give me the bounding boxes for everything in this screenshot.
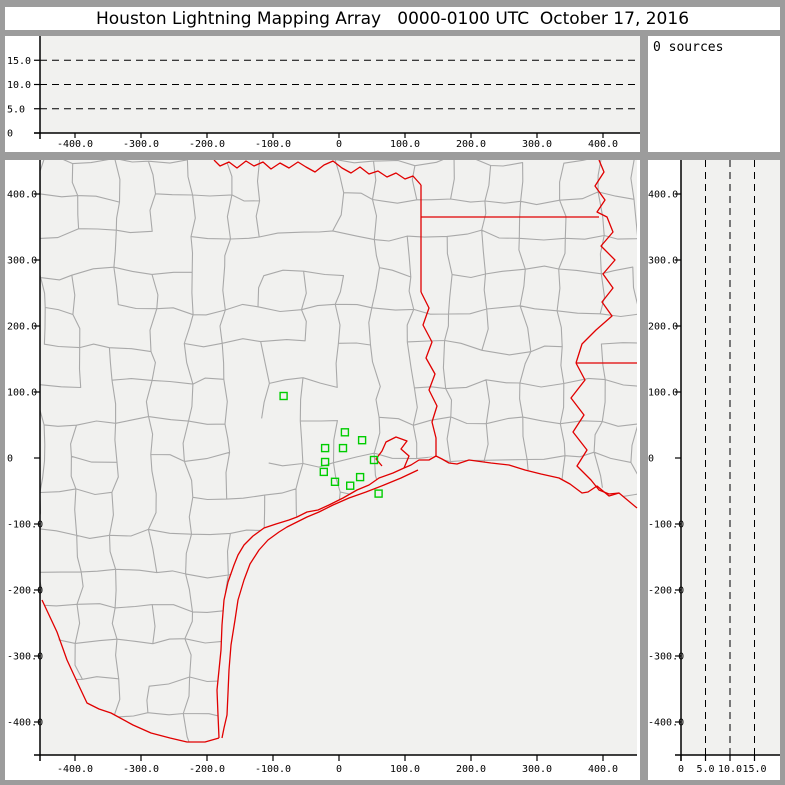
tick-label: 300.0	[522, 139, 552, 150]
station-marker	[338, 443, 348, 453]
tick-label: -300.0	[123, 764, 159, 775]
tick-label: -400.0	[7, 718, 43, 729]
tick-label: -400.0	[648, 718, 684, 729]
tick-label: 0	[7, 129, 13, 140]
tick-label: 400.0	[7, 190, 37, 201]
tick-label: -100.0	[255, 764, 291, 775]
altitude-ew-plot: 15.0 10.0 5.0 0 -400.0 -300.0 -200.0 -100.0 0 100…	[7, 36, 640, 150]
tick-label: 5.0	[7, 104, 25, 115]
tick-label: 100.0	[648, 388, 678, 399]
axis-ticks-and-labels: 400.0 300.0 200.0 100.0 0 -100.0 -200.0 -300.0 -…	[648, 190, 767, 776]
tick-label: -300.0	[648, 652, 684, 663]
state-borders-and-coastline	[41, 160, 638, 743]
tick-label: 100.0	[7, 388, 37, 399]
altitude-ns-panel: 400.0 300.0 200.0 100.0 0 -100.0 -200.0 -300.0 -…	[648, 160, 780, 780]
tick-label: 400.0	[648, 190, 678, 201]
tick-label: -200.0	[189, 139, 225, 150]
axes	[34, 36, 640, 139]
station-marker	[374, 489, 383, 498]
tick-label: 200.0	[456, 764, 486, 775]
tick-label: 400.0	[588, 139, 618, 150]
tick-label: -300.0	[123, 139, 159, 150]
altitude-reference-lines	[705, 160, 755, 755]
axis-ticks-and-labels: 15.0 10.0 5.0 0 -400.0 -300.0 -200.0 -100.0 0 100…	[7, 56, 618, 150]
tick-label: 200.0	[648, 322, 678, 333]
station-marker	[319, 467, 328, 477]
station-marker	[330, 477, 340, 486]
tick-label: 200.0	[7, 322, 37, 333]
tick-label: 10.0	[718, 764, 742, 775]
tick-label: -200.0	[189, 764, 225, 775]
tick-label: 0	[648, 454, 654, 465]
tick-label: 300.0	[522, 764, 552, 775]
station-marker	[279, 391, 288, 401]
tick-label: 5.0	[696, 764, 714, 775]
station-marker	[320, 457, 330, 467]
station-marker	[340, 428, 350, 437]
station-marker	[369, 455, 379, 465]
station-marker	[355, 472, 365, 482]
plan-view-map-plot: 400.0 300.0 200.0 100.0 0 -100.0 -200.0 -300.0 -…	[7, 160, 638, 776]
tick-label: -400.0	[57, 139, 93, 150]
tick-label: -300.0	[7, 652, 43, 663]
tick-label: 300.0	[7, 256, 37, 267]
plot-background	[40, 160, 637, 755]
tick-label: 10.0	[7, 80, 31, 91]
tick-label: -200.0	[648, 586, 684, 597]
tick-label: 200.0	[456, 139, 486, 150]
tick-label: -200.0	[7, 586, 43, 597]
tick-label: 400.0	[588, 764, 618, 775]
lma-stations	[279, 391, 383, 498]
station-marker	[320, 443, 330, 453]
tick-label: -100.0	[255, 139, 291, 150]
tick-label: 300.0	[648, 256, 678, 267]
altitude-ns-plot: 400.0 300.0 200.0 100.0 0 -100.0 -200.0 -300.0 -…	[648, 160, 780, 776]
altitude-reference-lines	[40, 59, 640, 110]
tick-label: -100.0	[7, 520, 43, 531]
tick-label: 100.0	[390, 764, 420, 775]
source-count-box: 0 sources	[648, 36, 780, 152]
plan-view-map-panel: 400.0 300.0 200.0 100.0 0 -100.0 -200.0 -300.0 -…	[5, 160, 640, 780]
tick-label: 0	[7, 454, 13, 465]
station-marker	[357, 436, 367, 445]
tick-label: 0	[678, 764, 684, 775]
axis-ticks-and-labels: 400.0 300.0 200.0 100.0 0 -100.0 -200.0 -300.0 -…	[7, 190, 618, 776]
window-title: Houston Lightning Mapping Array 0000-010…	[95, 8, 690, 29]
tick-label: 0	[336, 764, 342, 775]
tick-label: -400.0	[57, 764, 93, 775]
tick-label: 100.0	[390, 139, 420, 150]
source-count-label: 0 sources	[653, 40, 724, 55]
tick-label: -100.0	[648, 520, 684, 531]
tick-label: 15.0	[7, 56, 31, 67]
tick-label: 15.0	[742, 764, 766, 775]
altitude-ew-panel: 15.0 10.0 5.0 0 -400.0 -300.0 -200.0 -100.0 0 100…	[5, 36, 640, 152]
station-marker	[346, 481, 355, 490]
tick-label: 0	[336, 139, 342, 150]
title-bar: Houston Lightning Mapping Array 0000-010…	[5, 7, 780, 30]
